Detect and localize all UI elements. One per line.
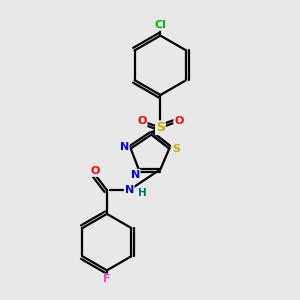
Text: N: N bbox=[119, 142, 129, 152]
Text: N: N bbox=[124, 185, 134, 195]
Text: F: F bbox=[103, 274, 111, 284]
Text: O: O bbox=[137, 116, 147, 126]
Text: S: S bbox=[172, 143, 180, 154]
Text: O: O bbox=[90, 166, 100, 176]
Text: O: O bbox=[174, 116, 184, 126]
Text: H: H bbox=[138, 188, 146, 198]
Text: N: N bbox=[130, 170, 140, 180]
Text: Cl: Cl bbox=[154, 20, 166, 30]
Text: S: S bbox=[156, 121, 165, 134]
